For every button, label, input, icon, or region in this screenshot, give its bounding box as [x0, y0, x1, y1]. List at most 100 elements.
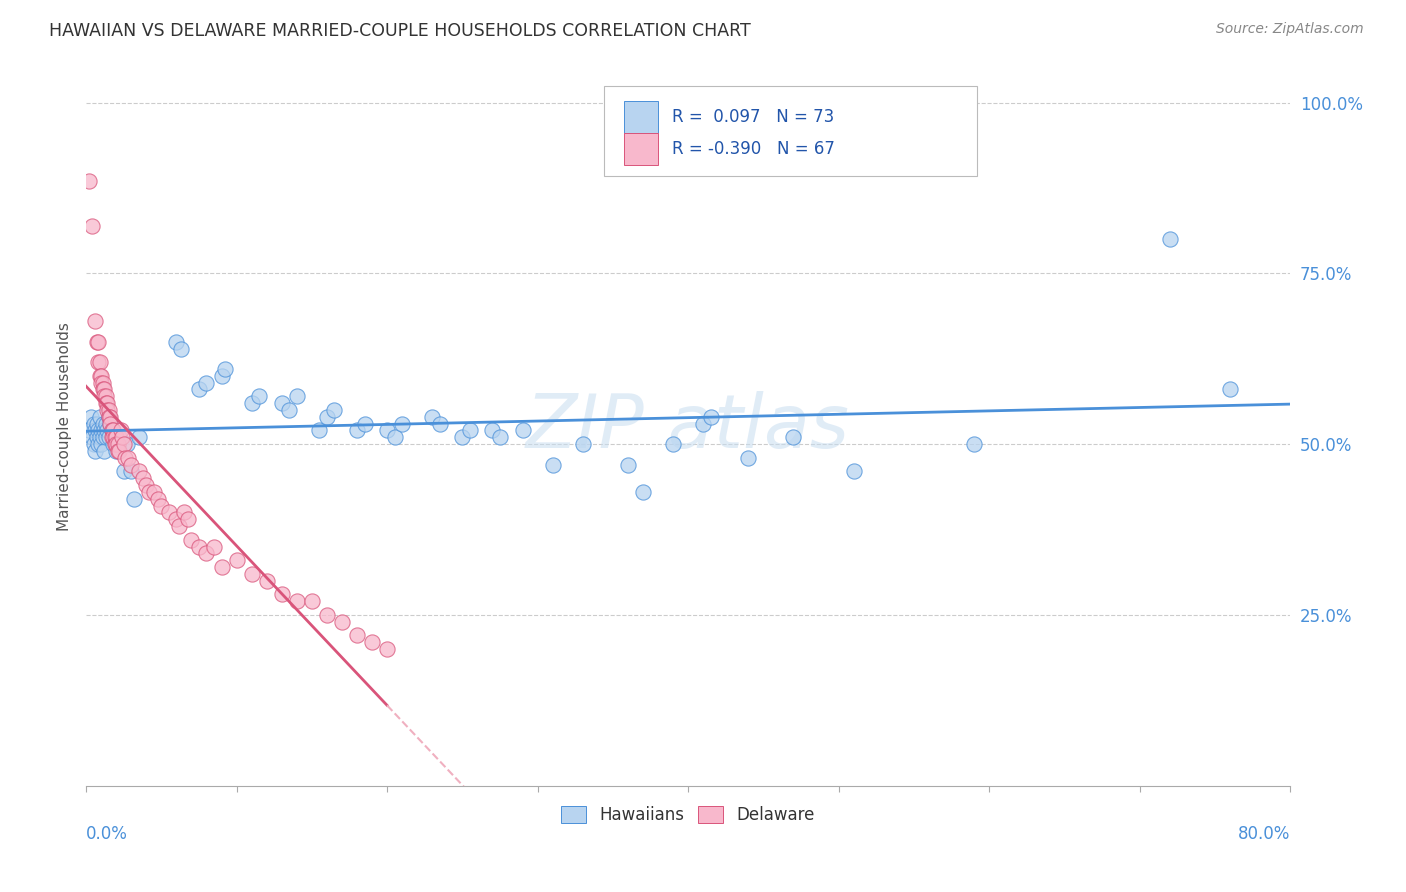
Point: [91, 430, 114, 444]
Point: [571, 437, 593, 451]
Point: [86, 430, 108, 444]
Point: [97, 409, 120, 424]
Point: [301, 594, 323, 608]
Point: [117, 450, 139, 465]
Point: [214, 362, 236, 376]
Point: [165, 512, 187, 526]
Point: [93, 424, 115, 438]
Point: [391, 417, 413, 431]
Point: [87, 355, 110, 369]
Point: [107, 444, 129, 458]
Point: [458, 424, 481, 438]
Point: [80, 430, 103, 444]
Point: [91, 417, 114, 431]
Legend: Hawaiians, Delaware: Hawaiians, Delaware: [555, 799, 821, 831]
Point: [165, 334, 187, 349]
Point: [315, 607, 337, 622]
FancyBboxPatch shape: [603, 87, 977, 176]
Point: [87, 334, 110, 349]
Point: [308, 424, 330, 438]
Point: [79, 409, 101, 424]
Point: [240, 396, 263, 410]
Point: [256, 574, 278, 588]
Point: [346, 628, 368, 642]
Point: [247, 389, 270, 403]
Point: [285, 389, 308, 403]
Point: [122, 491, 145, 506]
Point: [225, 553, 247, 567]
Point: [692, 417, 714, 431]
Point: [842, 464, 865, 478]
Point: [375, 424, 398, 438]
Point: [177, 512, 200, 526]
Point: [105, 437, 128, 451]
Point: [90, 376, 112, 390]
Point: [114, 450, 136, 465]
Point: [132, 471, 155, 485]
Point: [110, 424, 132, 438]
Point: [420, 409, 443, 424]
Point: [112, 437, 135, 451]
Point: [963, 437, 986, 451]
Point: [211, 560, 233, 574]
Point: [188, 540, 211, 554]
Point: [120, 458, 142, 472]
Point: [104, 430, 127, 444]
Point: [84, 444, 107, 458]
Point: [112, 464, 135, 478]
Point: [94, 396, 117, 410]
Point: [429, 417, 451, 431]
Point: [101, 437, 124, 451]
Text: R = -0.390   N = 67: R = -0.390 N = 67: [672, 140, 835, 158]
Point: [90, 437, 112, 451]
Point: [107, 437, 129, 451]
Point: [541, 458, 564, 472]
Point: [202, 540, 225, 554]
Point: [481, 424, 503, 438]
Point: [100, 430, 122, 444]
Point: [512, 424, 534, 438]
Point: [128, 464, 150, 478]
Point: [84, 314, 107, 328]
Point: [1159, 232, 1181, 246]
Point: [195, 546, 218, 560]
Point: [94, 389, 117, 403]
Point: [195, 376, 218, 390]
Point: [96, 424, 118, 438]
Text: 80.0%: 80.0%: [1237, 825, 1291, 843]
Point: [89, 409, 111, 424]
Point: [93, 383, 115, 397]
Point: [89, 355, 111, 369]
Point: [270, 396, 292, 410]
Text: R =  0.097   N = 73: R = 0.097 N = 73: [672, 108, 835, 127]
Point: [1219, 383, 1241, 397]
Point: [104, 437, 127, 451]
Point: [662, 437, 685, 451]
Point: [111, 430, 134, 444]
Point: [323, 403, 346, 417]
Point: [93, 444, 115, 458]
Point: [86, 334, 108, 349]
Text: 0.0%: 0.0%: [86, 825, 128, 843]
Point: [77, 174, 100, 188]
Point: [699, 409, 721, 424]
Point: [157, 505, 180, 519]
Point: [361, 635, 384, 649]
Point: [77, 424, 100, 438]
Point: [100, 424, 122, 438]
Point: [90, 424, 112, 438]
Point: [89, 368, 111, 383]
Point: [108, 444, 131, 458]
Y-axis label: Married-couple Households: Married-couple Households: [58, 323, 72, 532]
Point: [115, 437, 138, 451]
Point: [97, 409, 120, 424]
Point: [87, 437, 110, 451]
Point: [128, 430, 150, 444]
Point: [83, 437, 105, 451]
Point: [782, 430, 804, 444]
Point: [91, 376, 114, 390]
Point: [101, 430, 124, 444]
Point: [90, 368, 112, 383]
Point: [285, 594, 308, 608]
Point: [100, 424, 122, 438]
